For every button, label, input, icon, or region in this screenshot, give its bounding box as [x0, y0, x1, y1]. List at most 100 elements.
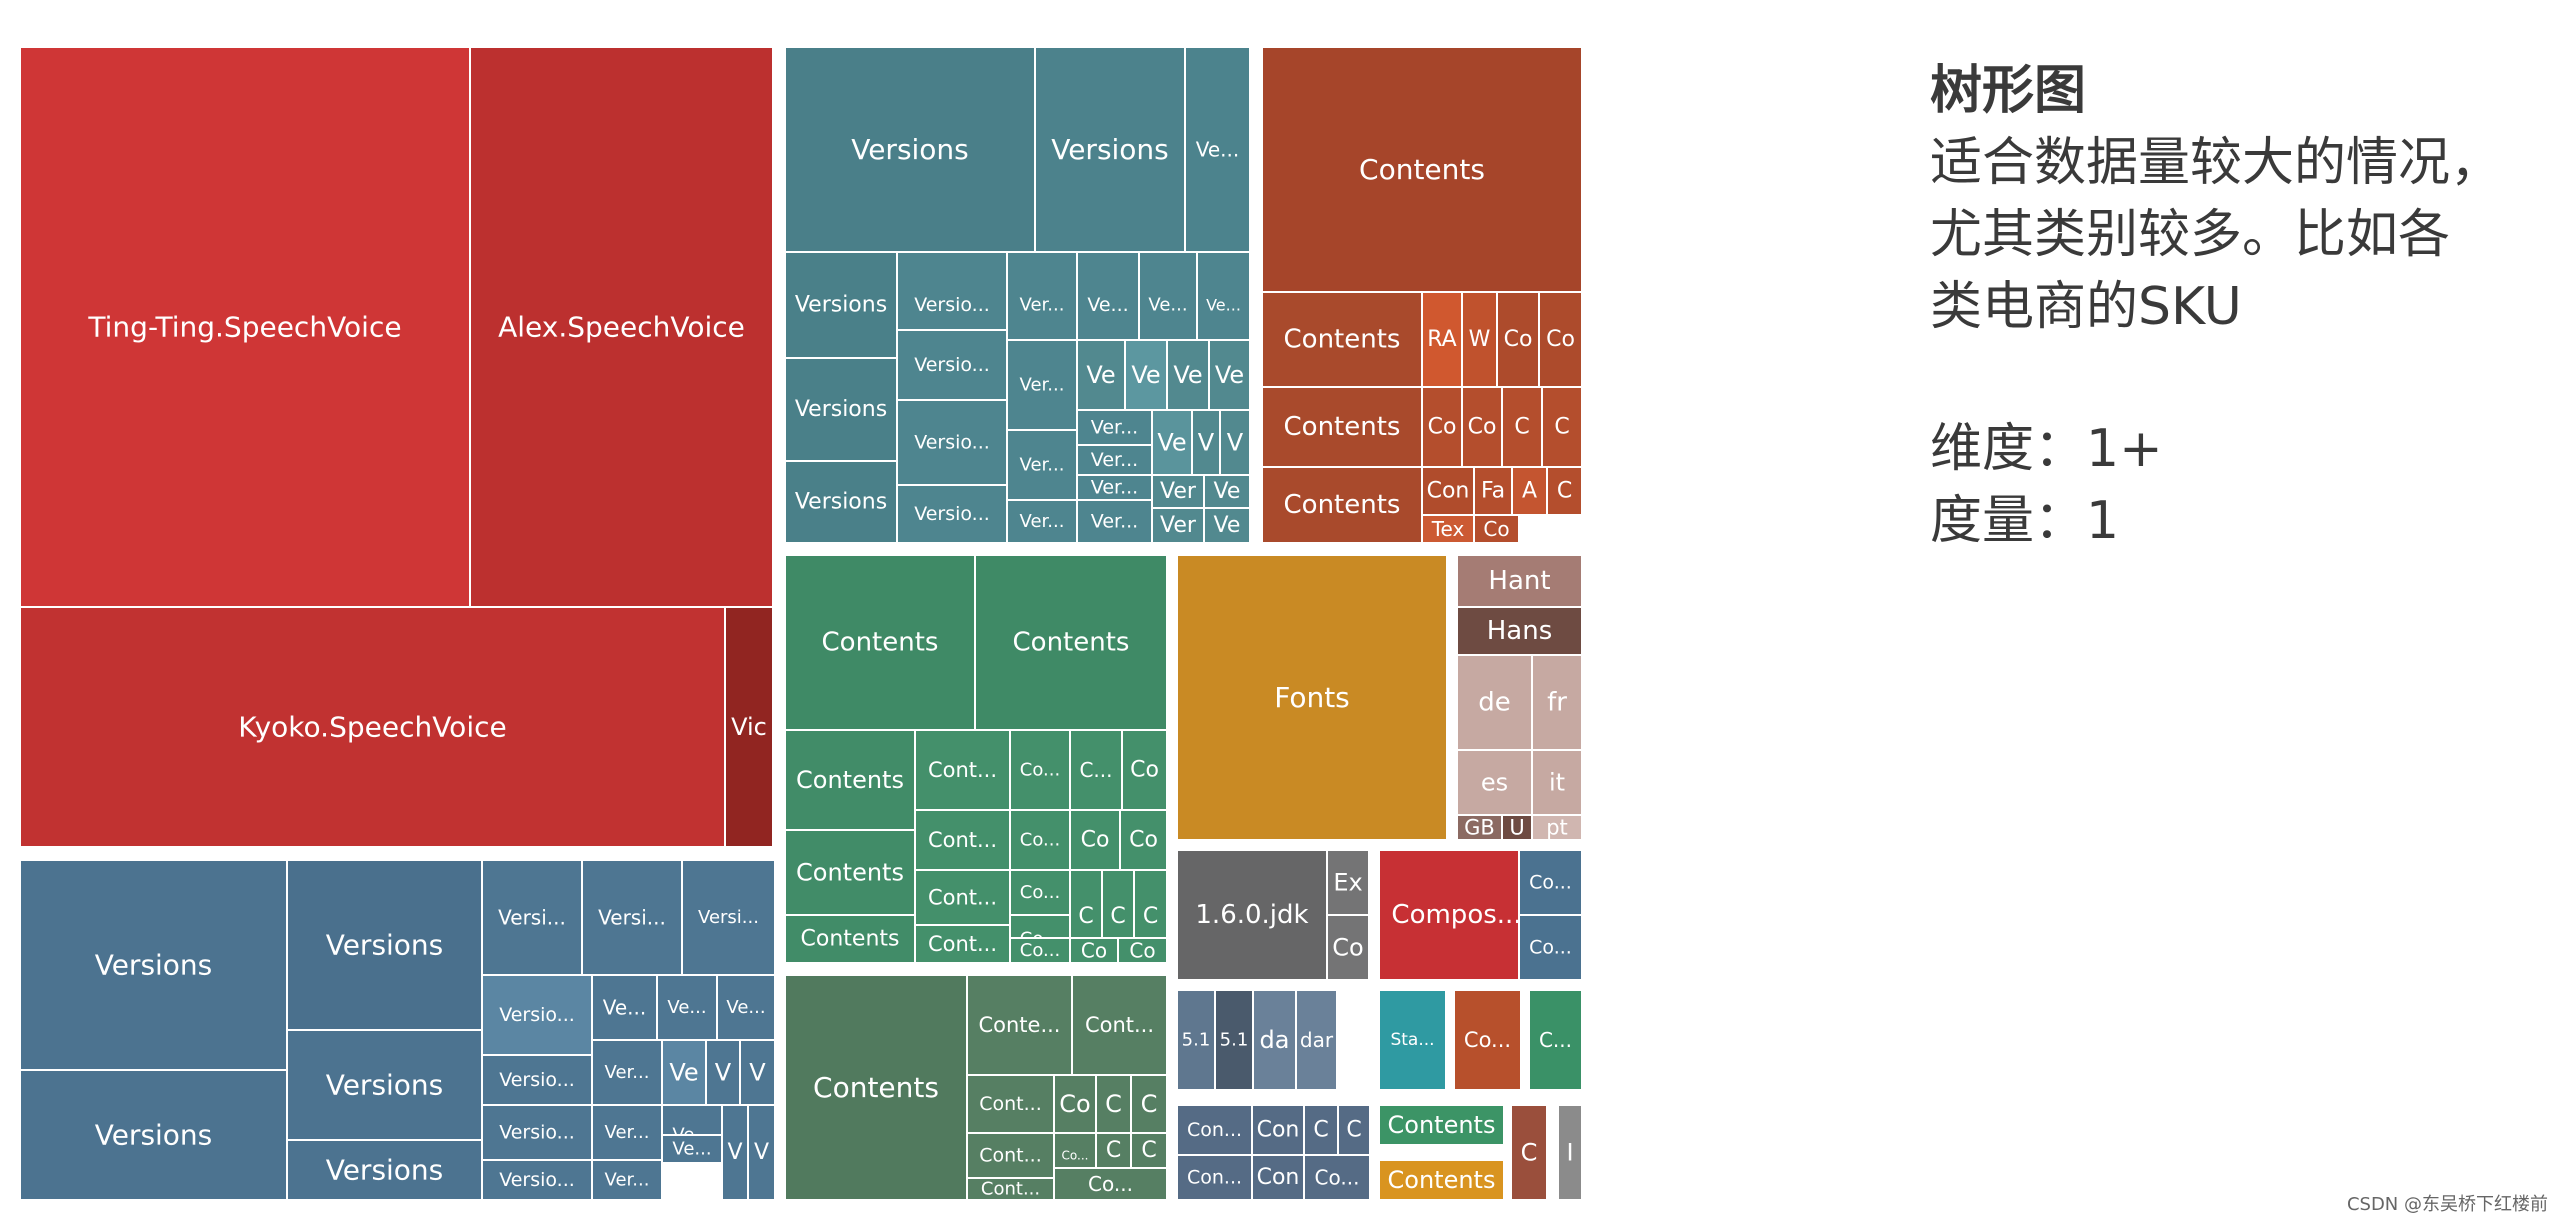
- treemap-tile-label: Co: [1468, 415, 1497, 440]
- treemap-tile-label: C: [1514, 415, 1529, 440]
- treemap-tile: [784, 46, 1036, 253]
- treemap-tile: [1076, 474, 1153, 501]
- treemap-tile-label: pt: [1546, 816, 1568, 840]
- treemap-tile-label: it: [1549, 769, 1565, 797]
- treemap-tile-label: Ve...: [672, 1139, 711, 1160]
- treemap-tile-label: Hant: [1488, 566, 1550, 596]
- treemap-tile: [784, 357, 898, 462]
- treemap-tile: [591, 1159, 663, 1201]
- treemap-tile-label: Con: [1427, 479, 1470, 504]
- treemap-tile-label: V: [715, 1059, 732, 1087]
- treemap-tile-label: Sta...: [1390, 1030, 1434, 1050]
- treemap-tile-label: Co: [1059, 1090, 1090, 1118]
- treemap-tile-label: Ver...: [1091, 449, 1138, 471]
- treemap-tile: [914, 869, 1011, 926]
- treemap-tile-label: Co...: [1020, 882, 1060, 903]
- treemap-tile: [1456, 606, 1583, 656]
- treemap-tile: [1378, 989, 1447, 1091]
- treemap-tile-label: Contents: [796, 766, 904, 794]
- treemap-tile-label: GB: [1464, 816, 1495, 840]
- treemap-tile-label: Con: [1257, 1118, 1300, 1143]
- treemap-tile-label: Cont...: [928, 828, 997, 852]
- treemap-tile-label: Ve: [1157, 429, 1186, 457]
- watermark: CSDN @东吴桥下红楼前: [2346, 1194, 2548, 1215]
- treemap-tile-label: Ver...: [605, 1170, 650, 1191]
- panel-description: 适合数据量较大的情况， 尤其类别较多。比如各 类电商的SKU: [1930, 133, 2503, 337]
- treemap-tile-label: A: [1522, 479, 1537, 504]
- treemap-tile: [1261, 466, 1423, 544]
- treemap-tile-label: Ver...: [1020, 295, 1065, 316]
- treemap-tile-label: Versions: [851, 133, 969, 166]
- treemap-tile-label: V: [754, 1140, 769, 1165]
- treemap-tile-label: Cont...: [1085, 1013, 1154, 1037]
- treemap-tile: [1378, 1159, 1505, 1201]
- treemap-tile: [1176, 1104, 1253, 1156]
- treemap-tile: [784, 460, 898, 544]
- treemap-tile-label: Ve: [669, 1059, 698, 1087]
- treemap-tile-label: Versions: [326, 1069, 444, 1102]
- treemap-tile-label: Cont...: [979, 1093, 1042, 1115]
- treemap-tile-label: dar: [1300, 1028, 1334, 1052]
- treemap-tile-label: Contents: [813, 1071, 939, 1104]
- treemap-tile-label: Co...: [1529, 872, 1572, 894]
- treemap-tile-label: C: [1557, 479, 1572, 504]
- treemap-tile-label: Contents: [801, 927, 900, 952]
- treemap-tile: [1473, 514, 1520, 544]
- treemap-tile: [1119, 809, 1168, 871]
- treemap-tile-label: Ve: [1215, 361, 1244, 389]
- treemap-tile-label: da: [1260, 1026, 1290, 1054]
- treemap-tile-label: 5.1: [1220, 1030, 1249, 1051]
- treemap-tile: [1124, 339, 1168, 411]
- treemap-tile-label: de: [1478, 688, 1511, 718]
- treemap-tile-label: es: [1481, 769, 1508, 797]
- treemap-tile: [1009, 729, 1071, 811]
- treemap-tile-label: C: [1141, 1090, 1158, 1118]
- treemap-tile: [1528, 989, 1583, 1091]
- treemap-tile: [1461, 386, 1503, 468]
- treemap-tile: [1510, 1104, 1548, 1201]
- treemap-tile-label: Co...: [1020, 940, 1060, 961]
- treemap-tile-label: Co: [1129, 939, 1155, 963]
- treemap-tile: [1326, 849, 1370, 916]
- treemap-tile-label: Contents: [1284, 412, 1401, 442]
- treemap-tile-label: V: [1198, 429, 1215, 457]
- treemap-tile: [1252, 989, 1297, 1091]
- treemap-tile-label: Ver...: [1020, 455, 1065, 476]
- treemap-tile-label: Contents: [1284, 325, 1401, 355]
- treemap-tile: [724, 606, 774, 848]
- treemap-tile: [914, 924, 1011, 964]
- treemap-tile-label: Ve: [1131, 361, 1160, 389]
- treemap-tile-label: 5.1: [1182, 1030, 1211, 1051]
- treemap-tile-label: Hans: [1487, 616, 1553, 646]
- treemap-tile-label: Cont...: [928, 758, 997, 782]
- treemap-tile: [1518, 914, 1583, 981]
- treemap-tile-label: Ver...: [1091, 477, 1138, 499]
- treemap-tile: [1531, 654, 1583, 751]
- treemap-tile: [1034, 46, 1186, 253]
- treemap-tile: [1130, 1074, 1168, 1134]
- treemap-tile: [896, 329, 1008, 401]
- treemap-tile-label: Co: [1129, 828, 1158, 853]
- treemap-tile-label: Contents: [1013, 628, 1130, 658]
- treemap-tile-label: Co: [1081, 828, 1110, 853]
- treemap-tile-label: C: [1346, 1118, 1361, 1143]
- treemap-tile: [1337, 1104, 1371, 1156]
- treemap-tile-label: Contents: [1388, 1166, 1496, 1194]
- treemap-tile-label: C: [1143, 904, 1158, 929]
- treemap-tile: [1511, 466, 1548, 516]
- treemap-tile-label: Versions: [795, 490, 887, 515]
- treemap-tile: [1456, 554, 1583, 608]
- treemap-tile-label: Co...: [1020, 760, 1060, 781]
- treemap-tile: [1076, 409, 1153, 446]
- treemap-tile-label: Co: [1504, 327, 1533, 352]
- treemap-tile: [1203, 507, 1251, 544]
- treemap-tile-label: I: [1566, 1139, 1573, 1167]
- treemap-tile: [1518, 849, 1583, 916]
- treemap-tile-label: Compos...: [1391, 900, 1521, 930]
- treemap-tile-label: Ver: [1160, 479, 1197, 504]
- treemap-tile-label: Versions: [1051, 133, 1169, 166]
- treemap-tile: [1053, 1167, 1168, 1201]
- treemap-tile-label: C: [1110, 904, 1125, 929]
- treemap-tile-label: Co: [1483, 517, 1509, 541]
- treemap-tile: [784, 914, 916, 964]
